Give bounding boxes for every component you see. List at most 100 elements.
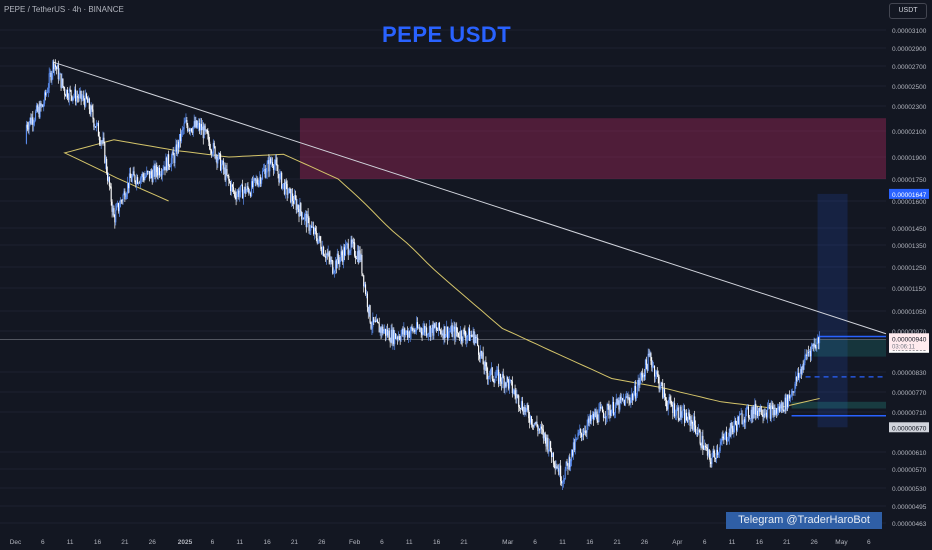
candle [337,253,339,261]
x-tick-label: 21 [783,539,791,546]
candle [38,106,40,118]
x-tick-label: Apr [672,539,683,546]
candle [468,328,470,336]
candle [580,429,582,433]
candle [354,255,357,259]
candle [433,323,435,336]
candle [281,172,283,189]
candle [609,410,611,415]
candle [631,393,633,398]
candle [31,117,33,124]
candle [762,414,764,418]
candle [230,184,233,192]
candle [719,444,721,451]
candle [203,125,205,139]
candle [543,432,545,439]
candle [651,360,653,368]
candle [58,73,60,80]
candle [424,325,426,333]
candle [253,178,255,180]
candle [752,406,754,419]
candle [435,326,437,328]
candle [106,158,108,173]
candle [259,177,261,181]
candle [447,326,449,339]
candle [123,191,125,195]
candle [264,169,266,178]
candle [187,125,189,132]
candle [130,177,132,182]
candle [388,330,390,341]
candle [579,429,581,432]
candle [681,415,683,418]
candle [62,78,64,87]
candle [396,337,399,339]
candle [461,339,463,342]
candle [511,381,513,394]
candle [316,238,318,244]
candle [411,326,413,329]
candle [56,65,58,70]
candle [350,239,352,251]
candle [705,447,708,449]
candle [584,430,586,433]
candle [345,243,347,246]
candle [699,430,701,444]
candle [183,123,185,130]
candle [175,144,177,151]
candle [331,259,333,261]
candle [356,251,358,259]
candle [779,404,781,412]
candle [585,432,587,434]
candle [612,401,615,415]
candle [292,193,294,201]
candle [666,406,668,410]
candle [557,468,559,470]
candle [614,404,616,413]
candle [313,226,315,234]
candle [234,192,236,197]
candle [212,142,214,154]
candle [313,227,316,234]
x-tick-label: 16 [433,539,441,546]
candle [698,430,700,432]
x-tick-label: 11 [559,539,566,546]
candle [481,352,483,357]
candle [662,383,664,398]
candle [278,173,280,183]
y-tick-label: 0.00000710 [892,410,927,417]
candle [167,154,169,171]
candle [50,72,52,81]
candle [150,171,152,175]
candle [346,243,348,245]
candle [478,354,481,359]
candle [515,394,517,398]
candle [787,394,789,407]
candle [330,259,332,263]
candle [28,122,30,130]
candle [561,482,564,484]
candle [27,127,29,130]
candle [128,173,130,189]
candle [134,175,136,182]
candle [531,424,533,426]
candle [154,165,156,177]
candle [789,395,791,399]
candle [734,420,736,427]
candle [340,251,342,258]
candle [441,333,443,335]
candle [616,399,618,405]
candle [575,438,577,441]
candle [108,177,110,187]
candle [188,129,190,132]
candle [271,162,273,164]
candle [788,395,791,399]
candle [523,406,525,415]
candle [65,94,67,97]
candle [603,416,605,418]
candle [505,382,507,387]
currency-button[interactable]: USDT [889,3,927,19]
candle [429,326,431,337]
candle [258,180,260,186]
